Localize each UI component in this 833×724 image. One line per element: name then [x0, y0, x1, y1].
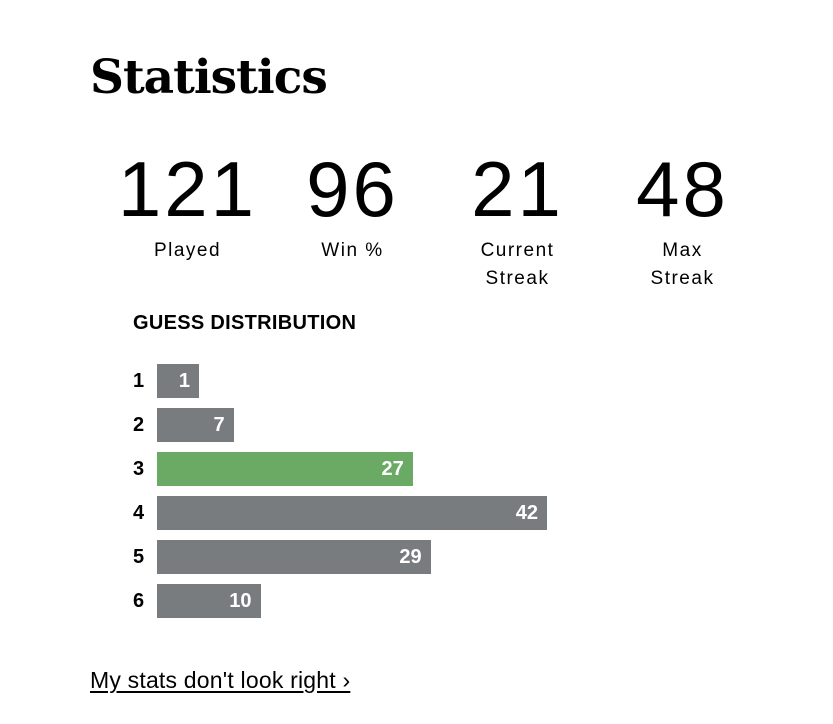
stat-played: 121 Played [105, 150, 270, 293]
stat-max-streak-label: Max Streak [650, 240, 715, 289]
guess-distribution-chart: 1 1 2 7 3 27 4 42 5 29 6 10 [133, 364, 553, 628]
guess-number-label: 6 [133, 590, 145, 612]
bar-value: 29 [399, 546, 422, 568]
guess-count-bar: 1 [157, 364, 199, 398]
stat-win-percent-label: Win % [321, 240, 384, 261]
guess-number-label: 3 [133, 458, 145, 480]
stat-current-streak-label: Current Streak [480, 240, 555, 289]
bar-value: 42 [515, 502, 538, 524]
guess-count-bar: 7 [157, 408, 234, 442]
guess-row-5: 5 29 [133, 540, 553, 574]
stat-current-streak-value: 21 [471, 145, 564, 233]
stat-current-streak: 21 Current Streak [435, 150, 600, 293]
stat-max-streak-value: 48 [636, 145, 729, 233]
bar-value: 1 [178, 370, 190, 392]
bar-track: 10 [157, 584, 547, 618]
bar-value: 10 [229, 590, 252, 612]
stat-win-percent: 96 Win % [270, 150, 435, 293]
guess-count-bar: 29 [157, 540, 431, 574]
stat-played-value: 121 [117, 145, 258, 233]
page-title: Statistics [90, 50, 328, 105]
guess-count-bar: 27 [157, 452, 413, 486]
stat-played-label: Played [153, 240, 222, 261]
guess-number-label: 1 [133, 370, 145, 392]
guess-number-label: 4 [133, 502, 145, 524]
bar-track: 27 [157, 452, 547, 486]
stats-issue-link[interactable]: My stats don't look right › [90, 667, 351, 693]
bar-value: 27 [381, 458, 404, 480]
guess-count-bar: 10 [157, 584, 261, 618]
bar-value: 7 [213, 414, 225, 436]
guess-distribution-heading: GUESS DISTRIBUTION [133, 312, 357, 334]
stat-max-streak: 48 Max Streak [600, 150, 765, 293]
bar-track: 7 [157, 408, 547, 442]
guess-count-bar: 42 [157, 496, 547, 530]
bar-track: 29 [157, 540, 547, 574]
guess-row-6: 6 10 [133, 584, 553, 618]
bar-track: 42 [157, 496, 547, 530]
stat-win-percent-value: 96 [306, 145, 399, 233]
bar-track: 1 [157, 364, 547, 398]
guess-row-4: 4 42 [133, 496, 553, 530]
guess-number-label: 2 [133, 414, 145, 436]
guess-number-label: 5 [133, 546, 145, 568]
guess-row-3: 3 27 [133, 452, 553, 486]
stats-summary-row: 121 Played 96 Win % 21 Current Streak 48… [105, 150, 765, 293]
